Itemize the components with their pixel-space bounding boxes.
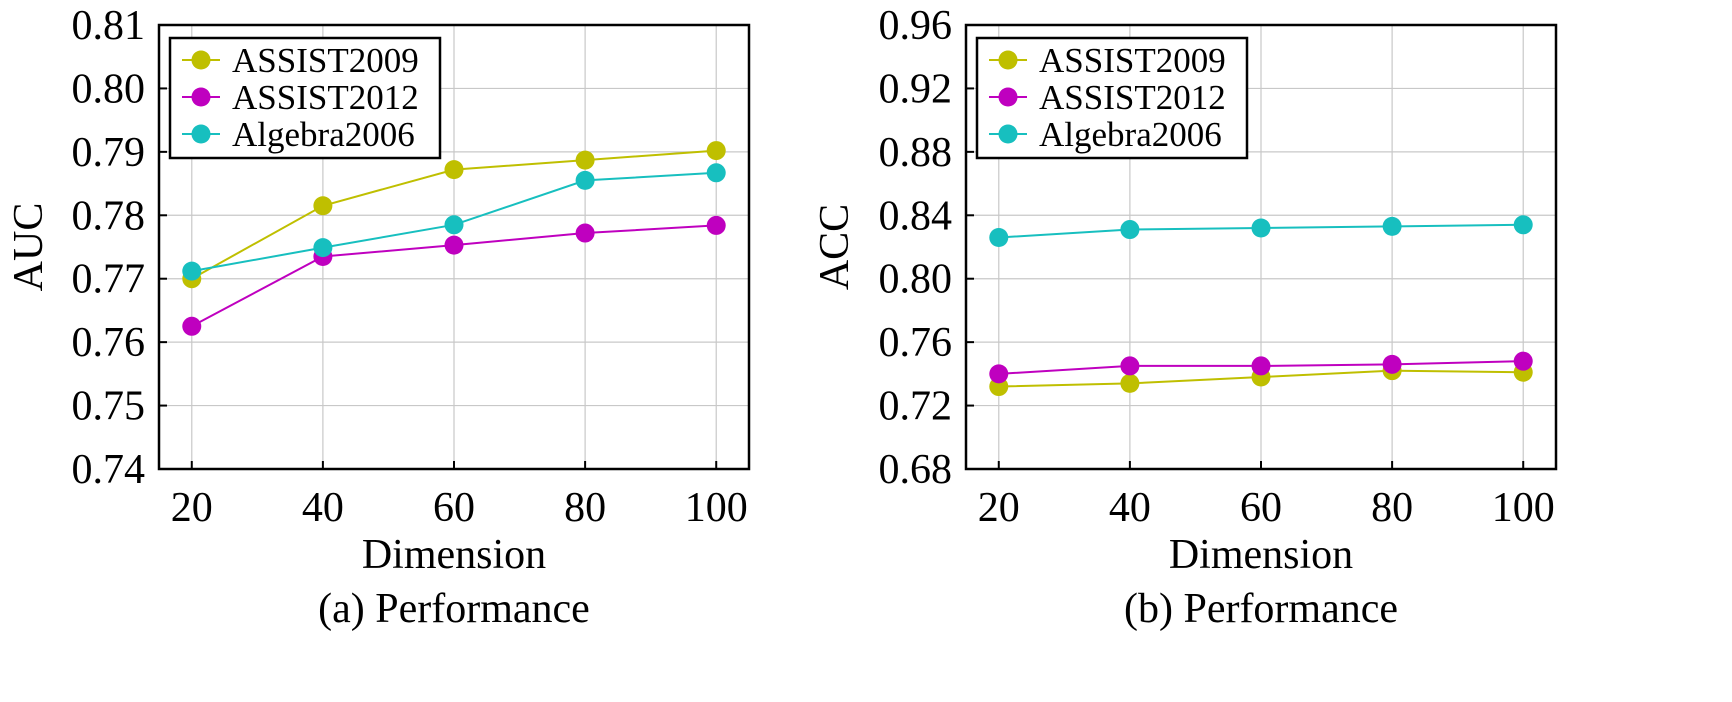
data-point-assist2009 (313, 196, 333, 216)
data-point-assist2009 (444, 160, 464, 180)
data-point-algebra2006 (575, 170, 595, 190)
y-tick-label: 0.79 (72, 130, 146, 176)
x-tick-label: 100 (1492, 485, 1555, 531)
chart-panel-acc: 0.68 0.72 0.76 0.80 0.84 0.88 0.92 0.96 20 40 60 80… (812, 3, 1558, 632)
data-point-algebra2006 (444, 215, 464, 235)
y-tick-label: 0.80 (72, 66, 146, 112)
data-point-assist2009 (706, 141, 726, 161)
x-tick-label: 20 (171, 485, 213, 531)
data-point-algebra2006 (1120, 220, 1140, 240)
y-tick-label: 0.84 (879, 193, 953, 239)
y-tick-label: 0.77 (72, 257, 146, 303)
legend-label: ASSIST2009 (1039, 41, 1226, 80)
data-point-algebra2006 (1513, 215, 1533, 235)
legend-marker-algebra2006 (998, 124, 1018, 144)
data-point-assist2012 (1251, 356, 1271, 376)
legend-label: Algebra2006 (1039, 115, 1222, 154)
data-point-assist2012 (706, 215, 726, 235)
x-tick-label: 40 (302, 485, 344, 531)
x-axis-label: Dimension (362, 532, 546, 578)
data-point-algebra2006 (313, 238, 333, 258)
y-tick-label: 0.88 (879, 130, 953, 176)
legend-label: ASSIST2009 (232, 41, 419, 80)
data-point-assist2009 (1120, 373, 1140, 393)
legend-label: ASSIST2012 (1039, 78, 1226, 117)
legend-marker-assist2009 (998, 50, 1018, 70)
x-axis-label: Dimension (1169, 532, 1353, 578)
y-tick-label: 0.81 (72, 3, 146, 49)
x-tick-label: 80 (564, 485, 606, 531)
legend-marker-assist2009 (191, 50, 211, 70)
chart-caption: (a) Performance (318, 586, 590, 632)
x-tick-label: 20 (978, 485, 1020, 531)
data-point-assist2012 (1513, 351, 1533, 371)
y-tick-label: 0.68 (879, 447, 953, 493)
y-tick-label: 0.76 (879, 320, 953, 366)
y-tick-label: 0.75 (72, 384, 146, 430)
x-tick-label: 100 (685, 485, 748, 531)
data-point-assist2012 (182, 316, 202, 336)
y-tick-label: 0.92 (879, 66, 953, 112)
y-tick-label: 0.72 (879, 384, 953, 430)
data-point-assist2012 (575, 223, 595, 243)
x-tick-label: 60 (1240, 485, 1282, 531)
legend-marker-assist2012 (191, 87, 211, 107)
legend-marker-assist2012 (998, 87, 1018, 107)
chart-panel-auc: 0.74 0.75 0.76 0.77 0.78 0.79 0.80 0.81 20 40 60 80… (6, 3, 751, 632)
legend-box (168, 36, 442, 160)
data-point-algebra2006 (182, 261, 202, 281)
data-point-algebra2006 (706, 163, 726, 183)
legend-label: ASSIST2012 (232, 78, 419, 117)
legend-marker-algebra2006 (191, 124, 211, 144)
y-tick-label: 0.80 (879, 257, 953, 303)
data-point-assist2012 (444, 235, 464, 255)
y-tick-label: 0.76 (72, 320, 146, 366)
x-tick-label: 80 (1371, 485, 1413, 531)
y-tick-label: 0.78 (72, 193, 146, 239)
x-tick-label: 40 (1109, 485, 1151, 531)
data-point-assist2009 (575, 150, 595, 170)
y-axis-label: ACC (812, 204, 858, 290)
y-axis-label: AUC (6, 203, 52, 292)
data-point-algebra2006 (989, 227, 1009, 247)
data-point-assist2012 (1382, 354, 1402, 374)
x-tick-label: 60 (433, 485, 475, 531)
legend-label: Algebra2006 (232, 115, 415, 154)
data-point-assist2012 (1120, 356, 1140, 376)
data-point-algebra2006 (1251, 218, 1271, 238)
y-tick-label: 0.74 (72, 447, 146, 493)
data-point-algebra2006 (1382, 216, 1402, 236)
data-point-assist2012 (989, 364, 1009, 384)
y-tick-label: 0.96 (879, 3, 953, 49)
chart-caption: (b) Performance (1124, 586, 1398, 632)
